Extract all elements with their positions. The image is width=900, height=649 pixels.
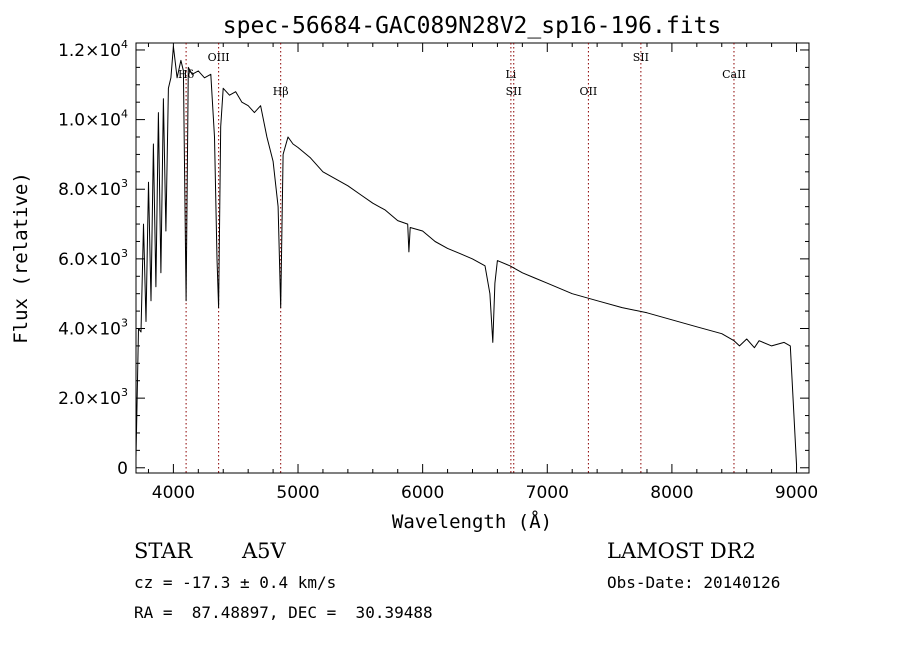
marker-label-5: OII [580,85,598,98]
marker-label-6: SII [633,51,649,64]
object-subclass: A5V [242,539,286,563]
y-tick-label: 4.0×103 [58,317,128,340]
y-tick-label: 1.2×104 [58,38,128,61]
marker-label-7: CaII [722,68,746,81]
series-layer [135,46,797,465]
y-axis: 0 2.0×103 4.0×103 6.0×103 8.0×103 1.0×104 1.2×… [58,38,809,479]
redshift-cz: cz = -17.3 ± 0.4 km/s [134,573,337,592]
marker-label-1: OIII [208,51,230,64]
x-tick-label: 9000 [775,483,818,503]
object-type: STAR [134,539,193,563]
x-tick-label: 8000 [650,483,693,503]
y-tick-label: 8.0×103 [58,177,128,200]
spectrum-line [135,46,797,465]
plot-frame [135,42,810,474]
y-tick-label: 2.0×103 [58,386,128,409]
observation-date: Obs-Date: 20140126 [607,573,781,592]
coordinates: RA = 87.48897, DEC = 30.39488 [134,603,433,622]
x-axis-label: Wavelength (Å) [392,510,552,533]
marker-label-4: SII [506,85,522,98]
y-tick-label: 0 [117,459,128,479]
x-tick-label: 6000 [401,483,444,503]
chart-title: spec-56684-GAC089N28V2_sp16-196.fits [223,13,722,39]
marker-label-3: Li [505,68,516,81]
survey-name: LAMOST DR2 [607,539,756,563]
y-tick-label: 6.0×103 [58,247,128,270]
y-tick-label: 1.0×104 [58,108,128,131]
x-tick-label: 7000 [526,483,569,503]
x-axis: 4000 5000 6000 7000 8000 9000 [147,43,818,503]
x-tick-label: 4000 [152,483,195,503]
y-axis-label: Flux (relative) [10,172,32,344]
marker-label-2: Hβ [273,85,289,98]
x-tick-label: 5000 [276,483,319,503]
